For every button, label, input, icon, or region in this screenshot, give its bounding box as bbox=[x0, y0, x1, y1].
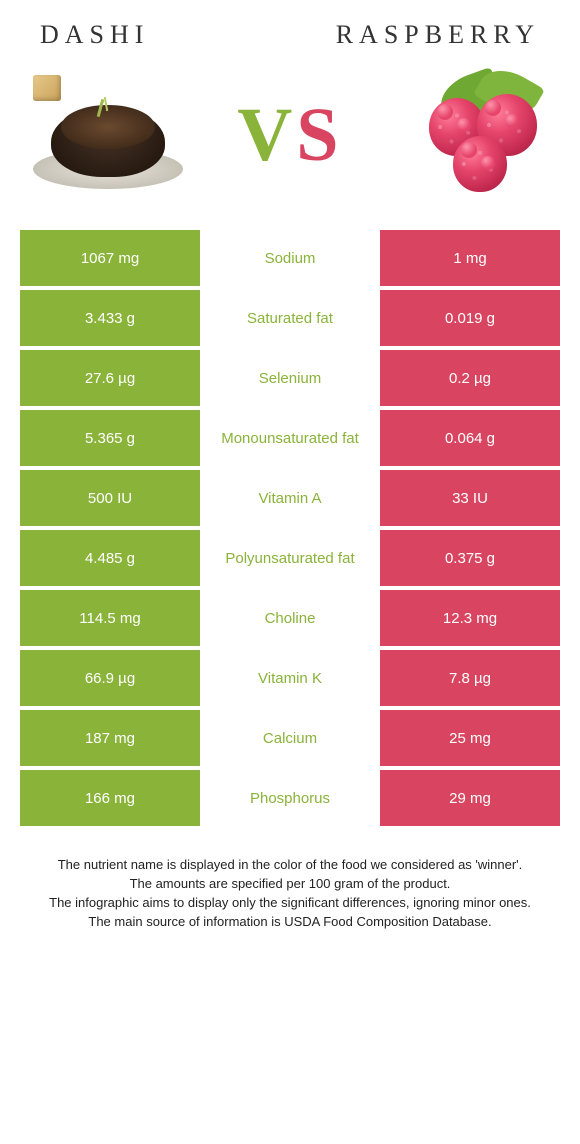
cell-nutrient-label: Saturated fat bbox=[200, 290, 380, 346]
cell-left-value: 500 IU bbox=[20, 470, 200, 526]
title-left: Dashi bbox=[40, 20, 149, 50]
cell-right-value: 1 mg bbox=[380, 230, 560, 286]
vs-label: VS bbox=[237, 92, 342, 179]
cell-right-value: 33 IU bbox=[380, 470, 560, 526]
cell-nutrient-label: Vitamin A bbox=[200, 470, 380, 526]
footer-notes: The nutrient name is displayed in the co… bbox=[0, 826, 580, 951]
cell-left-value: 66.9 µg bbox=[20, 650, 200, 706]
cell-left-value: 27.6 µg bbox=[20, 350, 200, 406]
cell-left-value: 5.365 g bbox=[20, 410, 200, 466]
cell-left-value: 1067 mg bbox=[20, 230, 200, 286]
cell-nutrient-label: Polyunsaturated fat bbox=[200, 530, 380, 586]
cell-nutrient-label: Selenium bbox=[200, 350, 380, 406]
cell-left-value: 4.485 g bbox=[20, 530, 200, 586]
title-right: Raspberry bbox=[336, 20, 540, 50]
cell-right-value: 0.064 g bbox=[380, 410, 560, 466]
table-row: 500 IUVitamin A33 IU bbox=[20, 470, 560, 526]
infographic-container: Dashi Raspberry VS 1067 mgSodium1 mg3. bbox=[0, 0, 580, 951]
cell-right-value: 25 mg bbox=[380, 710, 560, 766]
footer-line-1: The nutrient name is displayed in the co… bbox=[30, 856, 550, 875]
cell-nutrient-label: Phosphorus bbox=[200, 770, 380, 826]
cell-right-value: 12.3 mg bbox=[380, 590, 560, 646]
footer-line-4: The main source of information is USDA F… bbox=[30, 913, 550, 932]
table-row: 1067 mgSodium1 mg bbox=[20, 230, 560, 286]
cell-left-value: 114.5 mg bbox=[20, 590, 200, 646]
cell-nutrient-label: Calcium bbox=[200, 710, 380, 766]
table-row: 3.433 gSaturated fat0.019 g bbox=[20, 290, 560, 346]
footer-line-2: The amounts are specified per 100 gram o… bbox=[30, 875, 550, 894]
table-row: 4.485 gPolyunsaturated fat0.375 g bbox=[20, 530, 560, 586]
cell-left-value: 187 mg bbox=[20, 710, 200, 766]
table-row: 166 mgPhosphorus29 mg bbox=[20, 770, 560, 826]
raspberry-illustration bbox=[392, 70, 552, 200]
cell-nutrient-label: Choline bbox=[200, 590, 380, 646]
cell-right-value: 29 mg bbox=[380, 770, 560, 826]
cell-nutrient-label: Sodium bbox=[200, 230, 380, 286]
cell-nutrient-label: Monounsaturated fat bbox=[200, 410, 380, 466]
cell-right-value: 0.019 g bbox=[380, 290, 560, 346]
table-row: 27.6 µgSelenium0.2 µg bbox=[20, 350, 560, 406]
hero-row: VS bbox=[0, 60, 580, 230]
cell-nutrient-label: Vitamin K bbox=[200, 650, 380, 706]
table-row: 114.5 mgCholine12.3 mg bbox=[20, 590, 560, 646]
vs-s: S bbox=[296, 93, 342, 177]
cell-right-value: 7.8 µg bbox=[380, 650, 560, 706]
cell-left-value: 166 mg bbox=[20, 770, 200, 826]
cell-right-value: 0.375 g bbox=[380, 530, 560, 586]
table-row: 187 mgCalcium25 mg bbox=[20, 710, 560, 766]
cell-left-value: 3.433 g bbox=[20, 290, 200, 346]
footer-line-3: The infographic aims to display only the… bbox=[30, 894, 550, 913]
nutrient-table: 1067 mgSodium1 mg3.433 gSaturated fat0.0… bbox=[20, 230, 560, 826]
vs-v: V bbox=[237, 93, 296, 177]
titles-row: Dashi Raspberry bbox=[0, 0, 580, 60]
table-row: 5.365 gMonounsaturated fat0.064 g bbox=[20, 410, 560, 466]
table-row: 66.9 µgVitamin K7.8 µg bbox=[20, 650, 560, 706]
dashi-illustration bbox=[28, 70, 188, 200]
cell-right-value: 0.2 µg bbox=[380, 350, 560, 406]
